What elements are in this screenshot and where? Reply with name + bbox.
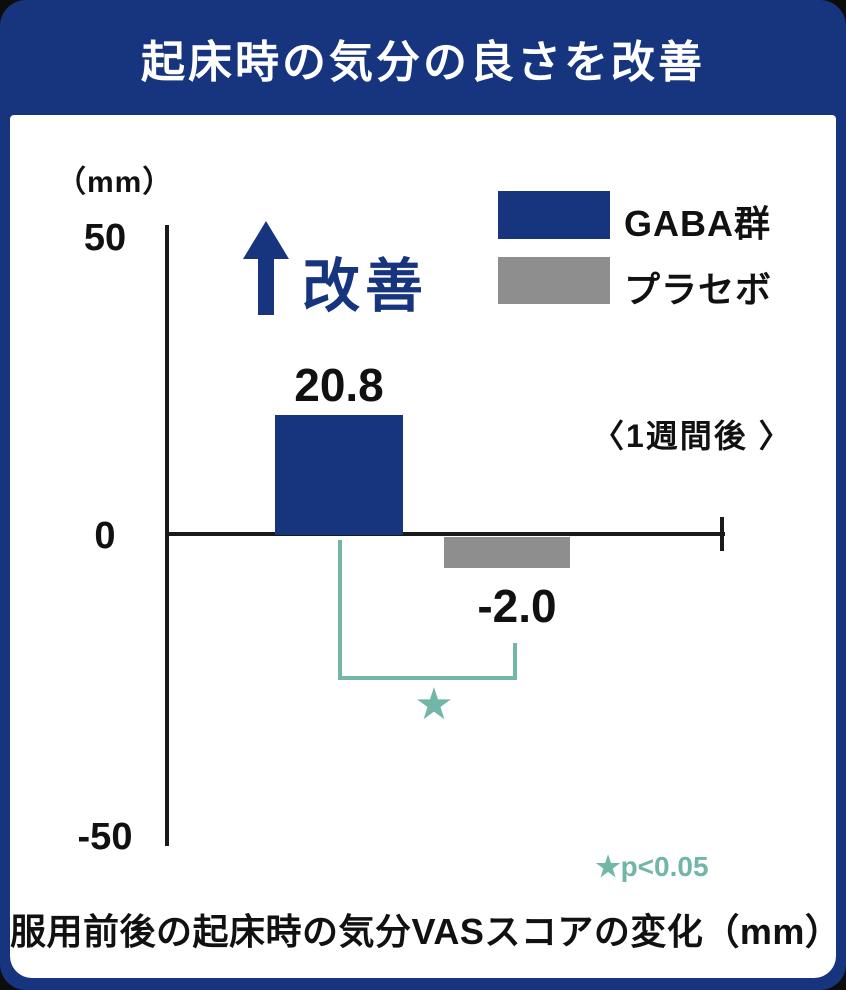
significance-note: ★p<0.05 xyxy=(595,851,709,882)
y-tick-50: 50 xyxy=(83,217,127,259)
legend-label-placebo: プラセボ xyxy=(624,269,773,310)
legend-swatch-gaba xyxy=(498,191,610,239)
legend-label-gaba: GABA群 xyxy=(624,203,771,244)
significance-star-icon: ★ xyxy=(414,680,454,729)
bar-placebo xyxy=(444,537,570,568)
x-axis-end-tick xyxy=(720,517,724,551)
chart-panel: （mm） 50 0 -50 改善 GABA群 プラセボ 20.8 -2.0 〈1… xyxy=(10,115,842,978)
page-title: 起床時の気分の良さを改善 xyxy=(141,37,705,87)
y-axis-unit-label: （mm） xyxy=(56,166,174,199)
y-tick-neg50: -50 xyxy=(77,816,133,858)
bar-value-placebo: -2.0 xyxy=(477,580,557,632)
period-label: 〈1週間後 〉 xyxy=(592,418,793,454)
x-axis-line xyxy=(165,532,725,536)
y-tick-0: 0 xyxy=(94,515,116,557)
header-banner: 起床時の気分の良さを改善 xyxy=(0,0,846,115)
bar-value-gaba: 20.8 xyxy=(294,359,384,411)
improvement-label: 改善 xyxy=(302,254,429,319)
arrow-up-icon xyxy=(243,221,289,315)
significance-bracket xyxy=(338,540,517,680)
chart-caption: 服用前後の起床時の気分VASスコアの変化（mm） xyxy=(10,911,842,952)
legend-swatch-placebo xyxy=(498,257,610,304)
bar-gaba xyxy=(275,415,403,535)
